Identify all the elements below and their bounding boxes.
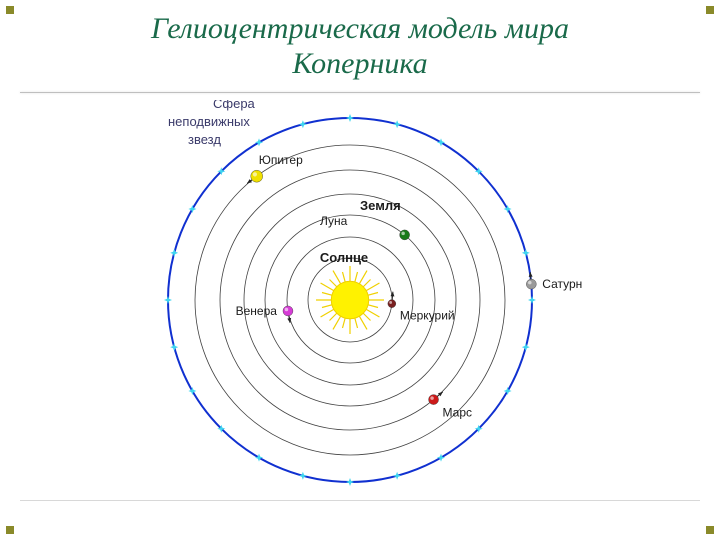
planet-земля xyxy=(400,230,410,240)
planet-highlight xyxy=(430,396,434,400)
bottom-divider xyxy=(20,500,700,501)
earth-label: Земля xyxy=(360,198,401,213)
fixed-star-icon xyxy=(299,472,307,480)
title-line-2: Коперника xyxy=(0,47,720,82)
title-line-1: Гелиоцентрическая модель мира xyxy=(0,12,720,47)
fixed-star-icon xyxy=(346,478,354,486)
fixed-stars-label: Сфера xyxy=(213,100,256,111)
sun-label: Солнце xyxy=(320,250,368,265)
corner-bl xyxy=(6,526,14,534)
planet-label-меркурий: Меркурий xyxy=(400,309,455,323)
planet-марс xyxy=(429,395,439,405)
planet-сатурн xyxy=(526,279,536,289)
fixed-star-icon xyxy=(299,120,307,128)
planet-highlight xyxy=(285,308,289,312)
fixed-star-icon xyxy=(528,296,536,304)
moon-label: Луна xyxy=(320,214,348,228)
fixed-star-icon xyxy=(393,472,401,480)
planet-меркурий xyxy=(388,300,396,308)
fixed-star-icon xyxy=(170,249,178,257)
slide-title: Гелиоцентрическая модель мира Коперника xyxy=(0,12,720,81)
fixed-star-icon xyxy=(164,296,172,304)
corner-br xyxy=(706,526,714,534)
planet-highlight xyxy=(401,232,405,236)
planet-label-венера: Венера xyxy=(236,304,278,318)
fixed-star-icon xyxy=(346,114,354,122)
fixed-star-icon xyxy=(522,249,530,257)
planet-highlight xyxy=(389,301,392,304)
title-underline xyxy=(20,92,700,93)
fixed-star-icon xyxy=(393,120,401,128)
planet-highlight xyxy=(253,172,257,176)
heliocentric-diagram: Солнце Луна Земля Меркурий Венера Марс Юпитер С… xyxy=(0,100,720,520)
planet-юпитер xyxy=(251,170,263,182)
planet-highlight xyxy=(528,281,532,285)
fixed-stars-label: звезд xyxy=(188,132,221,147)
planet-label-юпитер: Юпитер xyxy=(259,153,303,167)
sun xyxy=(316,266,384,334)
planet-венера xyxy=(283,306,293,316)
planet-label-сатурн: Сатурн xyxy=(542,277,582,291)
fixed-stars-label: неподвижных xyxy=(168,114,250,129)
planet-label-марс: Марс xyxy=(443,406,472,420)
fixed-star-icon xyxy=(522,343,530,351)
fixed-star-icon xyxy=(170,343,178,351)
